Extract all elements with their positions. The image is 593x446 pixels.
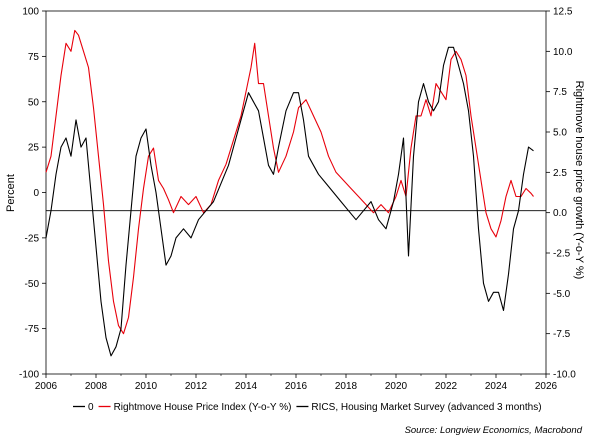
y-left-tick-label: -75 <box>25 324 40 335</box>
y-right-tick-label: 10.0 <box>553 47 573 58</box>
y-left-tick-label: 50 <box>28 97 40 108</box>
y-left-tick-label: 25 <box>28 143 40 154</box>
x-tick-label: 2010 <box>135 381 158 392</box>
y-right-tick-label: -5.0 <box>553 289 571 300</box>
y-right-tick-label: -2.5 <box>553 249 571 260</box>
source-note: Source: Longview Economics, Macrobond <box>405 425 583 436</box>
series-layer <box>45 29 534 357</box>
x-tick-label: 2012 <box>185 381 208 392</box>
x-tick-label: 2018 <box>335 381 358 392</box>
plot-area <box>45 10 547 375</box>
legend-label: Rightmove House Price Index (Y-o-Y %) <box>114 402 292 413</box>
legend-label: RICS, Housing Market Survey (advanced 3 … <box>311 402 541 413</box>
y-right-tick-label: -7.5 <box>553 329 571 340</box>
rics-series-line <box>45 46 534 357</box>
axes: 2006 2008 2010 2012 2014 2016 2018 2020 2022 2024… <box>19 7 576 393</box>
x-tick-label: 2022 <box>435 381 458 392</box>
y-right-tick-label: 5.0 <box>553 128 567 139</box>
x-tick-label: 2024 <box>485 381 508 392</box>
x-tick-label: 2006 <box>35 381 58 392</box>
legend-label: 0 <box>88 402 94 413</box>
y-left-tick-label: 0 <box>33 188 39 199</box>
legend: 0 Rightmove House Price Index (Y-o-Y %) RI… <box>73 402 542 413</box>
y-axis-left-label: Percent <box>5 174 17 212</box>
y-axis-right-label: Rightmove house price growth (Y-o-Y %) <box>573 81 585 280</box>
plot-frame <box>45 10 547 375</box>
y-left-tick-label: -100 <box>19 370 39 381</box>
x-tick-label: 2020 <box>385 381 408 392</box>
y-right-tick-label: 0.0 <box>553 208 567 219</box>
y-left-tick-label: 75 <box>28 52 40 63</box>
y-right-tick-label: -10.0 <box>553 370 576 381</box>
x-tick-label: 2026 <box>535 381 558 392</box>
x-tick-label: 2014 <box>235 381 258 392</box>
rightmove-series-line <box>45 29 534 335</box>
y-left-tick-label: -50 <box>25 279 40 290</box>
y-right-tick-label: 12.5 <box>553 7 573 18</box>
y-left-tick-label: -25 <box>25 233 40 244</box>
y-left-tick-label: 100 <box>22 7 39 18</box>
x-tick-label: 2016 <box>285 381 308 392</box>
y-right-tick-label: 2.5 <box>553 168 567 179</box>
x-tick-label: 2008 <box>85 381 108 392</box>
y-right-tick-label: 7.5 <box>553 87 567 98</box>
